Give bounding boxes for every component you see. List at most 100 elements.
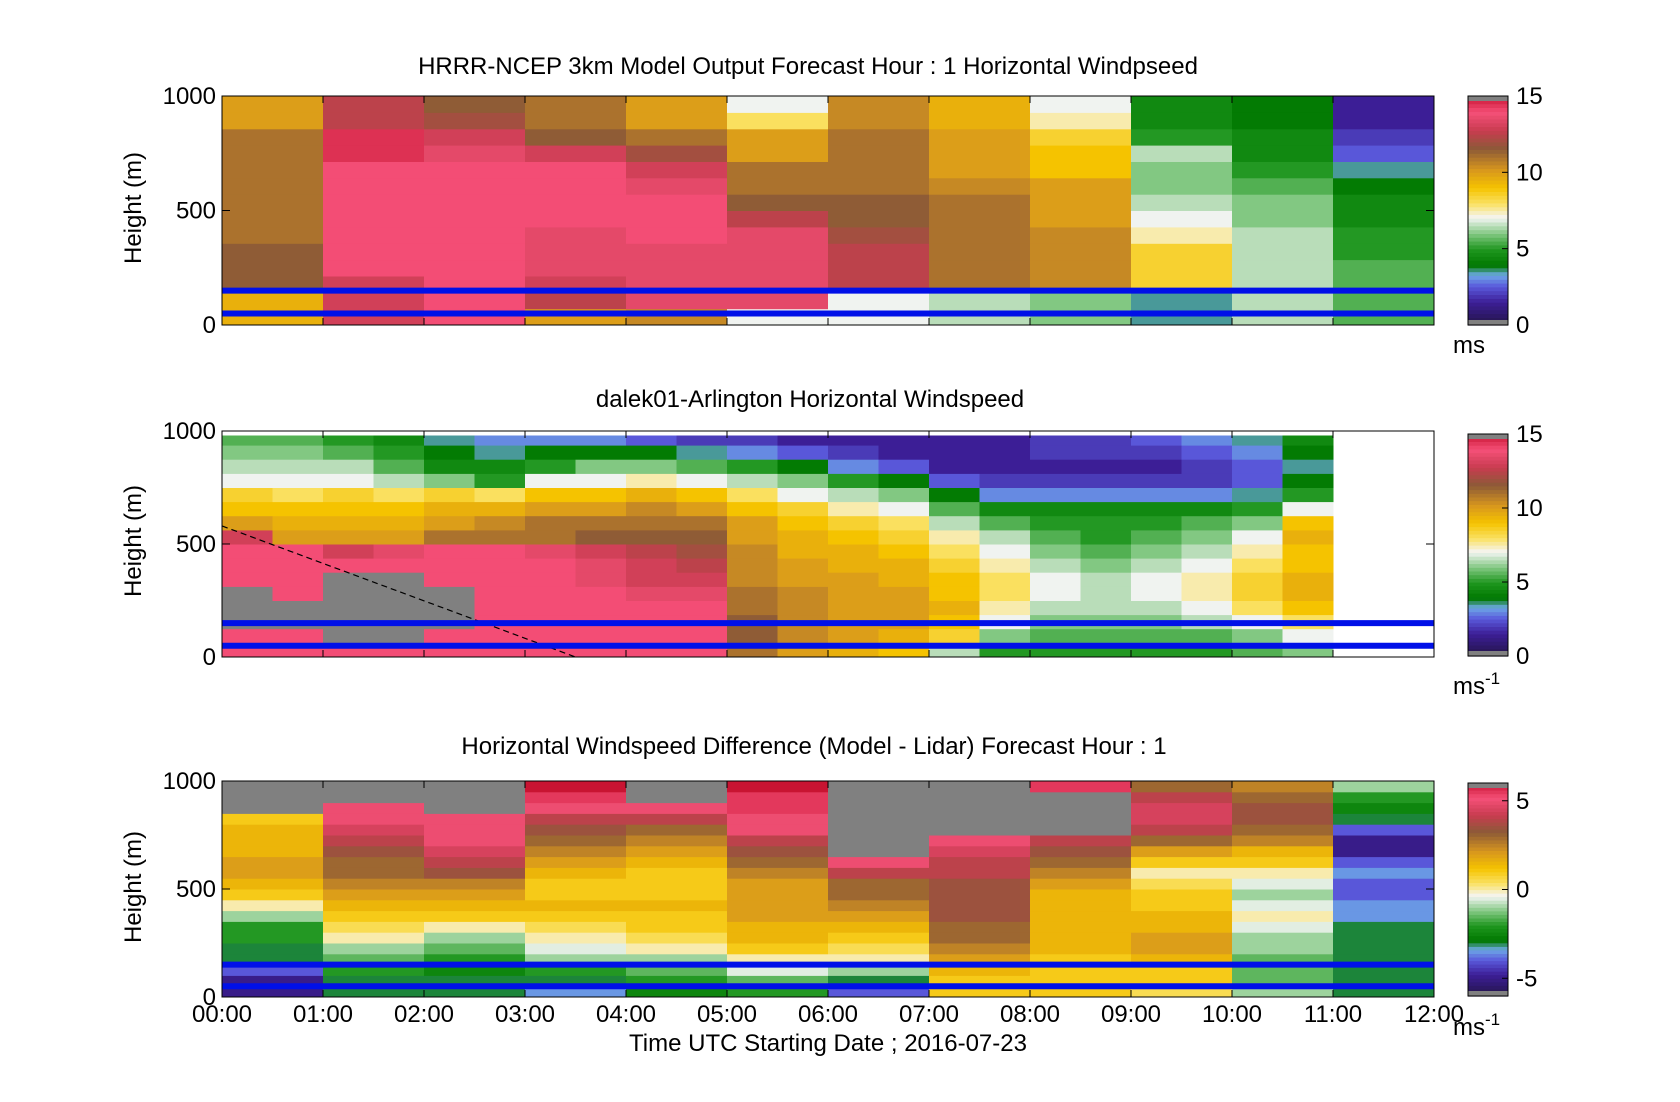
colorbar-swatch xyxy=(1468,229,1508,234)
heatmap-cell xyxy=(929,194,1031,211)
colorbar-swatch xyxy=(1468,515,1508,520)
colorbar-swatch xyxy=(1468,878,1508,883)
heatmap-cell xyxy=(424,781,526,793)
heatmap-cell xyxy=(222,128,324,146)
heatmap-cell xyxy=(727,899,829,912)
heatmap-cell xyxy=(525,210,627,228)
heatmap-cell xyxy=(222,445,273,460)
heatmap-cell xyxy=(727,600,778,616)
heatmap-cell xyxy=(828,112,930,130)
heatmap-cell xyxy=(1030,459,1081,474)
colorbar-swatch xyxy=(1468,168,1508,173)
model-heatmap: 0 500 1000 xyxy=(163,83,1435,339)
heatmap-cell xyxy=(323,600,374,616)
colorbar-swatch xyxy=(1468,548,1508,553)
heatmap-cell xyxy=(323,856,425,868)
colorbar-tick-label: 5 xyxy=(1516,236,1529,263)
colorbar-swatch xyxy=(1468,263,1508,269)
heatmap-cell xyxy=(1232,600,1283,616)
heatmap-cell xyxy=(1232,921,1334,933)
heatmap-cell xyxy=(222,867,324,879)
heatmap-cell xyxy=(222,835,324,847)
heatmap-cell xyxy=(626,921,728,933)
heatmap-cell xyxy=(373,558,425,573)
heatmap-cell xyxy=(626,435,677,446)
colorbar-swatch xyxy=(1468,893,1508,898)
heatmap-cell xyxy=(323,986,425,998)
heatmap-cell xyxy=(1030,435,1081,446)
heatmap-cell xyxy=(424,586,475,601)
heatmap-cell xyxy=(1232,515,1283,531)
heatmap-cell xyxy=(1333,813,1435,825)
heatmap-cell xyxy=(1232,487,1283,503)
heatmap-cell xyxy=(929,177,1031,195)
heatmap-cell xyxy=(1030,628,1081,644)
heatmap-cell xyxy=(1030,544,1081,559)
heatmap-cell xyxy=(1282,544,1334,559)
heatmap-cell xyxy=(525,835,627,847)
heatmap-cell xyxy=(777,501,829,517)
colorbar-swatch xyxy=(1468,822,1508,827)
heatmap-cell xyxy=(1080,586,1132,601)
heatmap-cell xyxy=(222,161,324,179)
colorbar-swatch xyxy=(1468,825,1508,830)
heatmap-cell xyxy=(1030,586,1081,601)
colorbar-swatch xyxy=(1468,482,1508,487)
heatmap-cell xyxy=(1333,243,1435,261)
heatmap-cell xyxy=(525,845,627,858)
heatmap-cell xyxy=(222,529,273,545)
heatmap-cell xyxy=(323,835,425,847)
heatmap-cell xyxy=(929,128,1031,146)
colorbar-swatch xyxy=(1468,832,1508,837)
heatmap-cell xyxy=(1131,910,1233,922)
heatmap-cell xyxy=(525,889,627,901)
heatmap-cell xyxy=(828,878,930,890)
heatmap-cell xyxy=(929,435,980,446)
heatmap-cell xyxy=(727,128,829,146)
heatmap-cell xyxy=(828,889,930,901)
model-colorbar-unit: ms xyxy=(1453,332,1485,359)
colorbar-swatch xyxy=(1468,630,1508,635)
heatmap-cell xyxy=(424,445,475,460)
colorbar-tick-label: 0 xyxy=(1516,312,1529,339)
heatmap-cell xyxy=(1131,867,1233,879)
heatmap-cell xyxy=(777,572,829,587)
heatmap-cell xyxy=(1131,975,1233,987)
x-tick-label: 02:00 xyxy=(394,1001,454,1028)
heatmap-cell xyxy=(323,586,374,601)
heatmap-cell xyxy=(929,572,980,587)
heatmap-cell xyxy=(1232,194,1334,211)
colorbar-swatch xyxy=(1468,868,1508,873)
heatmap-cell xyxy=(222,515,273,531)
heatmap-cell xyxy=(929,501,980,517)
heatmap-cell xyxy=(424,878,526,890)
colorbar-swatch xyxy=(1468,214,1508,219)
heatmap-cell xyxy=(727,878,829,890)
heatmap-cell xyxy=(424,529,475,545)
heatmap-cell xyxy=(323,964,425,976)
colorbar-swatch xyxy=(1468,530,1508,535)
heatmap-cell xyxy=(1232,628,1283,644)
heatmap-cell xyxy=(424,226,526,244)
difference-colorbar: -5 0 5 xyxy=(1467,782,1537,997)
x-tick-label: 12:00 xyxy=(1404,1001,1464,1028)
heatmap-cell xyxy=(676,558,728,573)
heatmap-cell xyxy=(727,292,829,310)
heatmap-cell xyxy=(323,529,374,545)
colorbar-swatch xyxy=(1468,871,1508,876)
heatmap-cell xyxy=(1131,96,1233,113)
heatmap-cell xyxy=(323,824,425,836)
heatmap-cell xyxy=(626,628,677,644)
colorbar-swatch xyxy=(1468,202,1508,208)
heatmap-cell xyxy=(272,487,324,503)
heatmap-cell xyxy=(1333,921,1435,933)
heatmap-cell xyxy=(727,867,829,879)
colorbar-swatch xyxy=(1468,533,1508,539)
heatmap-cell xyxy=(626,910,728,922)
colorbar-swatch xyxy=(1468,286,1508,292)
heatmap-cell xyxy=(777,487,829,503)
colorbar-swatch xyxy=(1468,570,1508,576)
colorbar-swatch xyxy=(1468,99,1508,105)
heatmap-cell xyxy=(1030,529,1081,545)
heatmap-cell xyxy=(1131,932,1233,944)
